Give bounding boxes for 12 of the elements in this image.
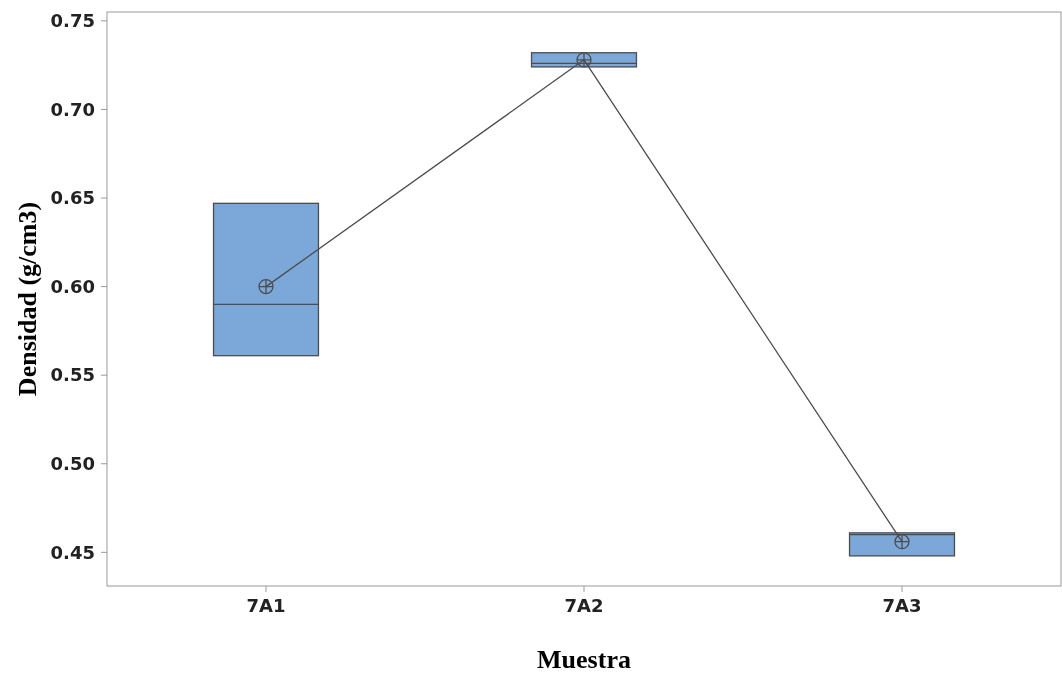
x-tick-label: 7A3 bbox=[882, 595, 922, 616]
y-tick-label: 0.50 bbox=[50, 453, 95, 475]
x-tick-label: 7A1 bbox=[246, 595, 286, 616]
y-tick-label: 0.55 bbox=[50, 364, 95, 386]
x-axis-title: Muestra bbox=[537, 645, 631, 673]
y-axis-title: Densidad (g/cm3) bbox=[13, 201, 42, 397]
y-tick-label: 0.70 bbox=[50, 98, 95, 120]
x-tick-label: 7A2 bbox=[564, 595, 604, 616]
y-tick-label: 0.60 bbox=[50, 275, 95, 297]
y-tick-label: 0.75 bbox=[50, 10, 95, 32]
y-tick-label: 0.45 bbox=[50, 541, 95, 563]
y-tick-label: 0.65 bbox=[50, 187, 95, 209]
